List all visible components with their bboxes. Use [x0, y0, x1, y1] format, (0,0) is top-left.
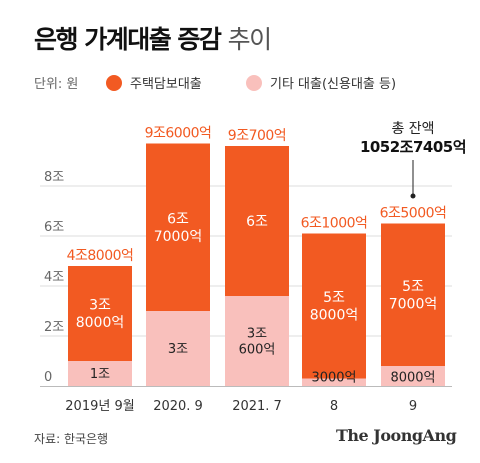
y-tick-label: 8조 [44, 170, 64, 185]
bar-other [146, 311, 210, 386]
data-label-other: 3조 600억 [239, 326, 276, 357]
data-label-mortgage: 5조 7000억 [389, 279, 438, 313]
source-label: 자료: 한국은행 [34, 432, 109, 446]
total-label: 4조8000억 [67, 248, 134, 264]
unit-label: 단위: 원 [34, 77, 79, 92]
annotation-dot [410, 193, 416, 199]
data-label-mortgage: 3조 8000억 [76, 298, 125, 332]
y-tick-label: 6조 [44, 220, 64, 235]
y-tick-label: 2조 [44, 320, 64, 335]
bar-mortgage [302, 233, 366, 379]
bar-other [68, 361, 132, 386]
data-label-mortgage: 5조 8000억 [310, 290, 359, 324]
x-tick-label: 9 [409, 399, 417, 414]
legend-swatch-mortgage [106, 75, 122, 91]
bar-mortgage [225, 146, 289, 296]
y-tick-label: 4조 [44, 270, 64, 285]
bar-mortgage [68, 266, 132, 361]
x-tick-label: 2019년 9월 [65, 399, 134, 414]
title-main: 은행 가계대출 증감 [34, 25, 222, 54]
bar-other [225, 296, 289, 386]
legend-item-other: 기타 대출(신용대출 등) [246, 73, 396, 92]
bar-other [302, 378, 366, 386]
x-tick-label: 8 [330, 399, 338, 414]
total-label: 6조1000억 [301, 216, 368, 232]
total-label: 6조5000억 [380, 206, 447, 222]
bar-mortgage [381, 223, 445, 366]
total-label: 9조6000억 [145, 126, 212, 142]
annotation-value: 1052조7405억 [360, 138, 466, 156]
legend-swatch-other [246, 75, 262, 91]
data-label-mortgage: 6조 7000억 [154, 211, 203, 245]
bar-other [381, 366, 445, 386]
legend-item-mortgage: 주택담보대출 [106, 73, 202, 92]
y-tick-label: 0 [44, 370, 52, 385]
bar-mortgage [146, 143, 210, 311]
data-label-mortgage: 6조 [246, 214, 268, 230]
legend-label-mortgage: 주택담보대출 [130, 77, 202, 92]
legend-label-other: 기타 대출(신용대출 등) [270, 77, 397, 92]
title-light: 추이 [227, 25, 273, 54]
data-label-other: 3000억 [311, 371, 356, 386]
publisher-logo: The JoongAng [336, 426, 457, 445]
x-tick-label: 2021. 7 [232, 399, 282, 414]
annotation-label: 총 잔액 [391, 121, 434, 137]
data-label-other: 1조 [90, 367, 110, 382]
chart-title: 은행 가계대출 증감 추이 [34, 20, 273, 56]
x-tick-label: 2020. 9 [153, 399, 203, 414]
total-label: 9조700억 [228, 128, 286, 144]
data-label-other: 8000억 [390, 371, 435, 386]
data-label-other: 3조 [168, 342, 188, 357]
